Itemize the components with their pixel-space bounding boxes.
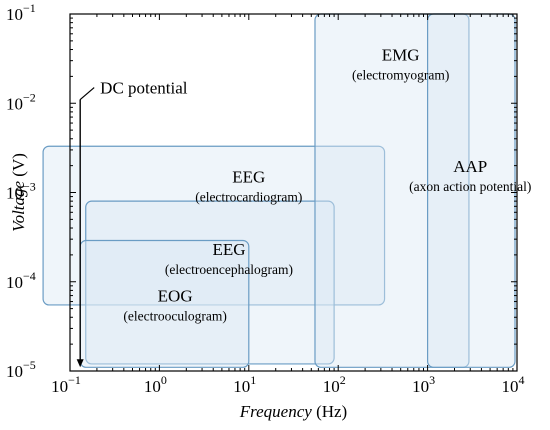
region-description-4: (axon action potential) (409, 179, 531, 194)
x-axis-label-unit: (Hz) (316, 402, 347, 421)
y-tick-label-1: 10−4 (6, 269, 36, 292)
dc-potential-label: DC potential (100, 79, 188, 98)
region-name-1: EEG (212, 240, 245, 259)
dc-potential-arrow-head (76, 359, 84, 368)
region-description-0: (electrocardiogram) (195, 189, 302, 204)
region-box-eeg-0 (42, 145, 386, 306)
region-description-3: (electromyogram) (352, 68, 449, 83)
dc-potential-leader (79, 87, 95, 101)
x-tick-label-3: 102 (323, 373, 346, 396)
region-box-eeg-1 (85, 200, 335, 365)
x-axis-label-name: Frequency (239, 402, 313, 421)
region-description-1: (electroencephalogram) (165, 262, 293, 277)
y-tick-label-0: 10−5 (6, 358, 36, 381)
x-tick-label-2: 101 (233, 373, 256, 396)
region-name-4: AAP (453, 157, 487, 176)
x-tick-label-0: 10−1 (51, 373, 81, 396)
y-axis-label-unit: (V) (9, 153, 28, 177)
axes-layer (69, 13, 518, 372)
x-axis-label: Frequency (Hz) (239, 402, 347, 421)
y-axis-label: Voltage (V) (9, 153, 28, 232)
y-tick-label-3: 10−2 (6, 90, 36, 113)
region-description-2: (electrooculogram) (123, 309, 226, 324)
x-tick-label-4: 103 (412, 373, 435, 396)
annotation-layer: DC potential (76, 79, 188, 368)
y-tick-label-2: 10−3 (6, 180, 36, 203)
region-name-0: EEG (232, 167, 265, 186)
regions-layer (42, 13, 516, 368)
x-tick-label-1: 100 (144, 373, 167, 396)
tick-labels-layer: 10−1 100 101 102 103 104 10−5 10−4 10−3 10−2 10−1 (6, 1, 525, 396)
y-tick-label-4: 10−1 (6, 1, 36, 24)
region-name-3: EMG (382, 46, 420, 65)
y-axis-label-name: Voltage (9, 180, 28, 231)
region-labels-layer: EEG (electrocardiogram) EEG (electroencepha… (123, 46, 531, 324)
region-name-2: EOG (158, 287, 193, 306)
x-tick-label-5: 104 (502, 373, 525, 396)
